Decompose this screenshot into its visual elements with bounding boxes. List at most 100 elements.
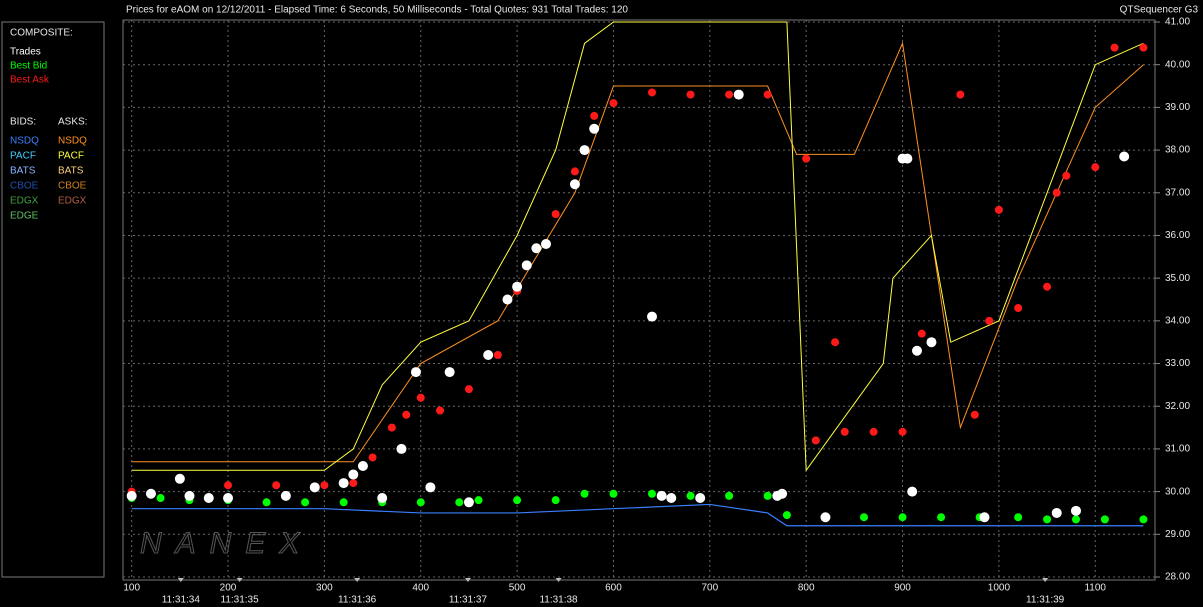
plot-frame [122,19,1156,581]
data-point [811,436,820,445]
data-point [1071,515,1080,524]
data-point [464,385,473,394]
legend-entry: EDGX [10,196,39,207]
data-point [956,90,965,99]
data-point [1119,151,1130,162]
legend-entry: PACF [58,151,84,162]
data-point [126,490,137,501]
data-point [831,338,840,347]
data-point [156,494,165,503]
legend-entry: Trades [10,47,41,58]
data-point [1043,282,1052,291]
data-point [911,345,922,356]
y-tick-label: 30.00 [1165,486,1190,497]
time-tick-label: 11:31:39 [1026,595,1065,606]
data-point [272,481,281,490]
quote-line [131,41,1144,463]
y-tick-label: 34.00 [1165,315,1190,326]
data-point [402,410,411,419]
time-tick-label: 11:31:38 [539,595,578,606]
data-point [725,491,734,500]
data-point [609,489,618,498]
data-point [493,351,502,359]
legend-entry: PACF [10,151,36,162]
x-tick-label: 300 [316,583,333,594]
x-tick-label: 700 [701,583,718,594]
data-point [820,512,831,523]
legend-entry: BATS [10,166,36,177]
data-point [184,490,195,501]
legend-entry: CBOE [58,181,87,192]
data-point [840,427,849,436]
data-point [224,481,233,490]
data-point [609,99,618,108]
time-tick-label: 11:31:35 [221,595,260,606]
y-tick-label: 35.00 [1165,273,1190,284]
data-point [338,478,349,489]
data-point [917,329,926,338]
y-tick-label: 32.00 [1165,401,1190,412]
legend-heading: BIDS: [10,117,36,128]
data-point [898,513,907,522]
legend-entry: Best Ask [10,75,50,86]
data-point [410,367,421,378]
legend-entry: EDGE [10,211,39,222]
data-point [1014,304,1023,313]
legend-entry: NSDQ [58,136,87,147]
data-point [416,498,425,507]
data-point [483,350,494,360]
legend-heading: ASKS: [58,117,87,128]
data-point [777,488,788,499]
y-tick-label: 39.00 [1165,102,1190,113]
legend-entry: BATS [58,166,84,177]
data-point [926,337,937,348]
data-point [647,311,658,322]
x-tick-label: 800 [798,583,815,594]
data-point [763,90,772,99]
y-tick-label: 29.00 [1165,529,1190,540]
data-point [309,482,320,493]
time-tick-mark [177,578,184,582]
data-point [455,498,464,507]
data-point [320,481,329,490]
data-point [349,479,358,488]
data-point [377,493,388,504]
data-point [262,498,271,507]
data-point [223,493,234,504]
time-tick-label: 11:31:37 [449,595,488,606]
data-point [502,294,513,305]
y-tick-label: 41.00 [1165,17,1190,28]
data-point [551,496,560,505]
data-point [589,123,600,134]
x-tick-label: 400 [412,583,429,594]
data-point [416,393,425,402]
data-point [937,513,946,522]
data-point [1139,43,1148,52]
data-point [1100,515,1109,524]
data-point [1139,515,1148,524]
data-point [425,482,436,493]
data-point [513,496,522,505]
x-tick-label: 100 [123,583,140,594]
data-point [396,443,407,454]
time-tick-mark [354,578,361,582]
data-point [569,179,580,190]
x-tick-label: 1100 [1084,583,1106,594]
y-tick-label: 40.00 [1165,59,1190,70]
data-point [174,473,185,484]
time-tick-mark [236,578,243,582]
x-tick-label: 500 [509,583,526,594]
brand: QTSequencer G3 [1120,5,1199,16]
data-point [579,145,590,156]
watermark: NANEX [140,527,313,560]
data-point [907,486,918,497]
x-tick-label: 1000 [988,583,1011,594]
data-point [301,498,310,507]
data-point [666,493,677,504]
time-tick-mark [555,578,562,582]
data-point [869,427,878,436]
time-tick-label: 11:31:34 [162,595,201,606]
data-point [898,427,907,436]
quote-line [131,503,1144,527]
y-tick-label: 37.00 [1165,187,1190,198]
